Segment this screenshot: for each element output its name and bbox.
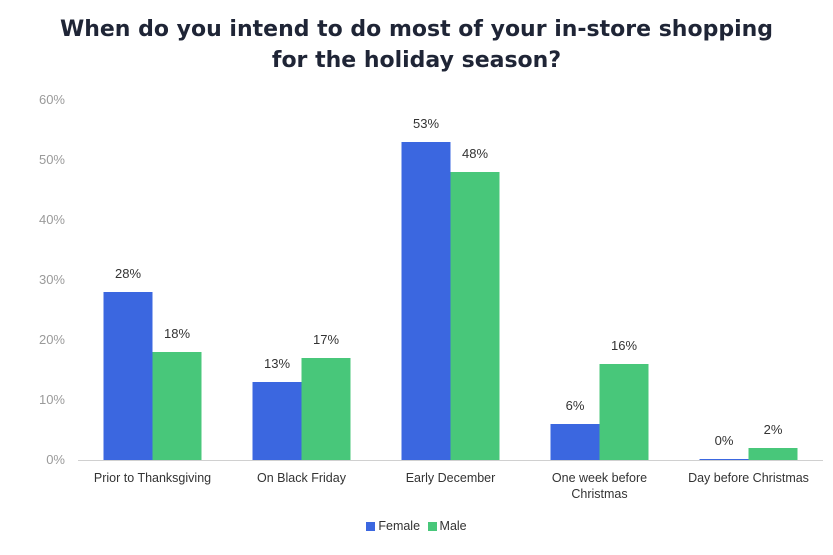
x-tick-label: Prior to Thanksgiving — [94, 471, 211, 485]
y-tick-label: 10% — [39, 392, 65, 407]
y-tick-label: 60% — [39, 92, 65, 107]
legend: Female Male — [0, 519, 833, 534]
bar-male — [599, 364, 649, 460]
legend-label-male: Male — [439, 519, 467, 533]
x-tick-label: Early December — [406, 471, 496, 485]
data-label: 6% — [566, 398, 585, 413]
bar-male — [450, 172, 500, 460]
chart-title-line-1: When do you intend to do most of your in… — [59, 17, 774, 42]
data-label: 0% — [715, 433, 734, 448]
x-tick-label: On Black Friday — [257, 471, 347, 485]
data-label: 18% — [164, 326, 190, 341]
data-label: 17% — [313, 332, 339, 347]
legend-item-female: Female — [366, 519, 420, 533]
y-tick-label: 50% — [39, 152, 65, 167]
bar-male — [748, 448, 798, 460]
y-tick-label: 20% — [39, 332, 65, 347]
data-label: 16% — [611, 338, 637, 353]
bar-female — [699, 459, 749, 460]
y-tick-label: 30% — [39, 272, 65, 287]
data-label: 53% — [413, 116, 439, 131]
chart-title-line-2: for the holiday season? — [271, 48, 562, 73]
data-label: 13% — [264, 356, 290, 371]
chart-title: When do you intend to do most of your in… — [0, 14, 833, 76]
data-label: 2% — [764, 422, 783, 437]
x-tick-label: Day before Christmas — [688, 471, 809, 485]
legend-label-female: Female — [378, 519, 421, 533]
data-label: 48% — [462, 146, 488, 161]
x-tick-label: One week before — [552, 471, 647, 485]
y-tick-label: 40% — [39, 212, 65, 227]
data-label: 28% — [115, 266, 141, 281]
y-tick-label: 0% — [46, 452, 65, 467]
legend-item-male: Male — [427, 519, 467, 533]
bar-female — [103, 292, 153, 460]
x-tick-label: Christmas — [571, 487, 627, 501]
bar-female — [550, 424, 600, 460]
bar-male — [152, 352, 202, 460]
legend-swatch-male — [427, 521, 437, 531]
legend-swatch-female — [366, 521, 376, 531]
bar-male — [301, 358, 351, 460]
bar-female — [252, 382, 302, 460]
bar-female — [401, 142, 451, 460]
